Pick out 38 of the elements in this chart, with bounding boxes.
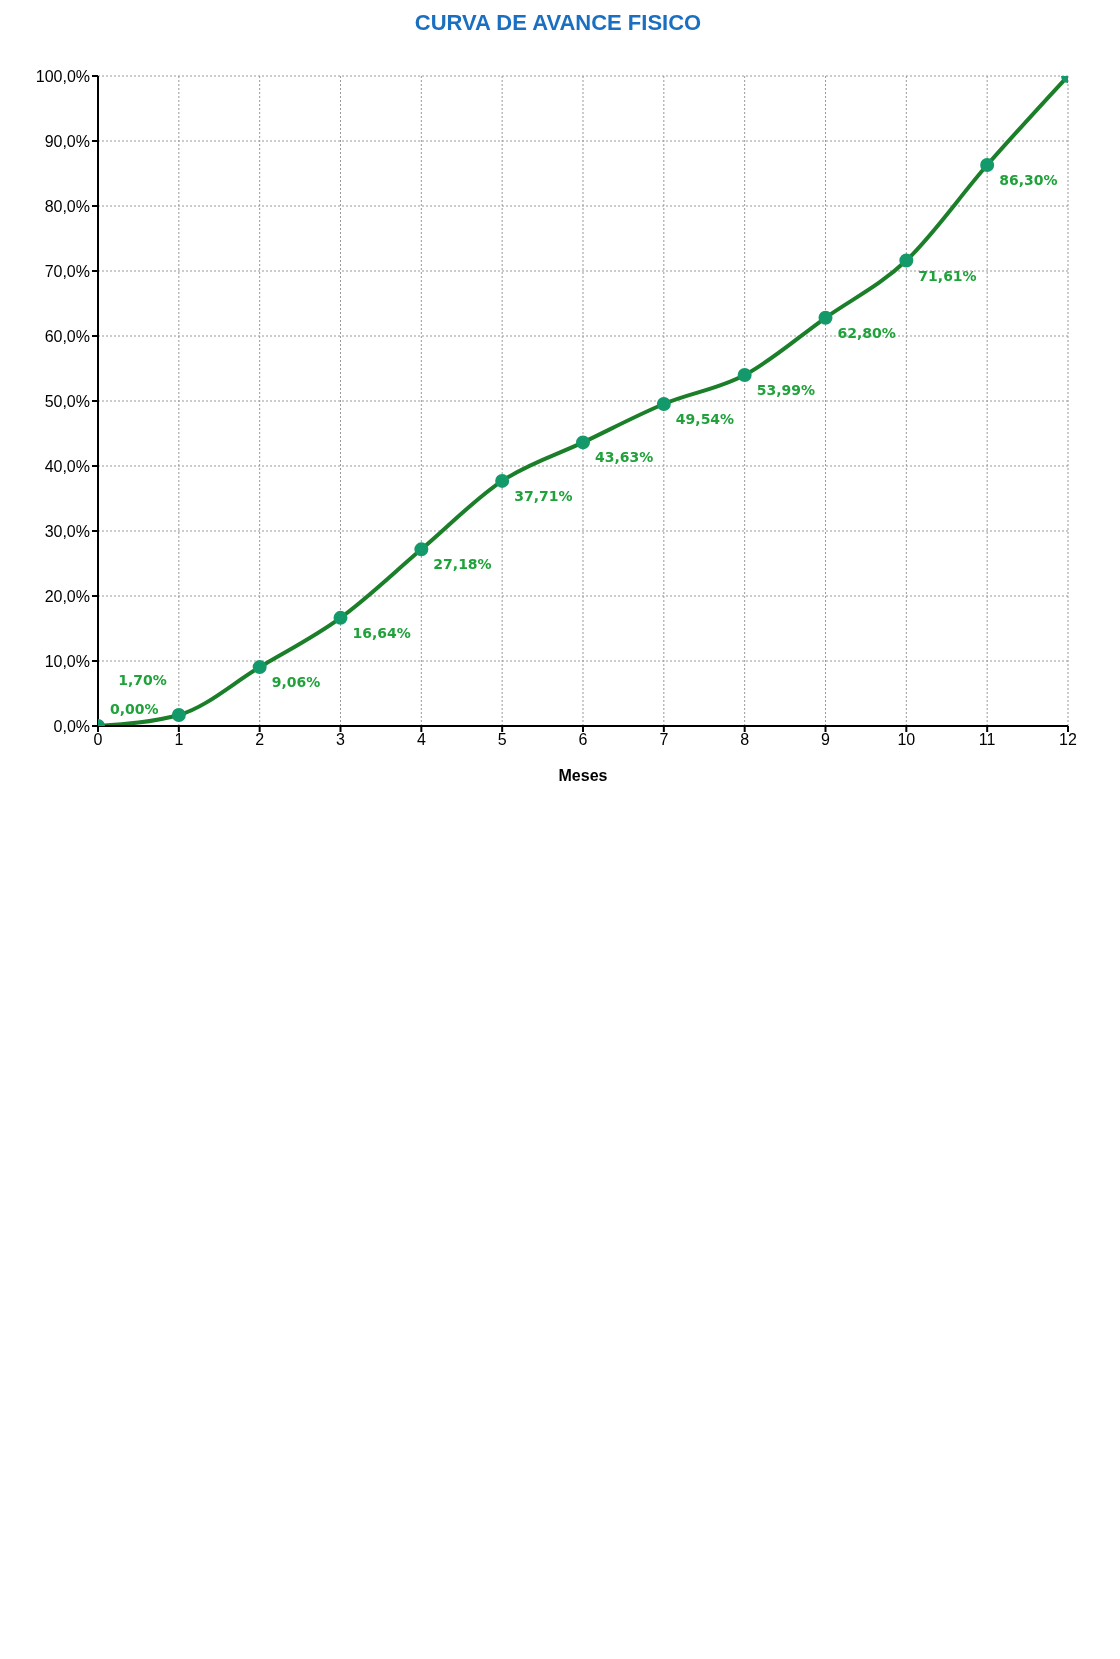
y-tick-label: 70,0% <box>44 262 90 280</box>
x-tick-label: 10 <box>897 731 916 749</box>
x-tick-label: 1 <box>174 731 184 749</box>
x-tick-label: 9 <box>821 731 831 749</box>
data-label: 27,18% <box>433 556 492 573</box>
x-tick-label: 3 <box>336 731 346 749</box>
y-tick-label: 20,0% <box>44 587 90 605</box>
y-tick-label: 10,0% <box>44 652 90 670</box>
y-tick-label: 90,0% <box>44 132 90 150</box>
x-tick-label: 7 <box>659 731 669 749</box>
data-label: 0,00% <box>110 701 159 717</box>
data-label: 37,71% <box>514 487 573 504</box>
data-label: 16,64% <box>352 624 411 641</box>
y-tick-label: 50,0% <box>44 392 90 410</box>
data-label: 62,80% <box>837 324 896 341</box>
y-tick-label: 60,0% <box>44 327 90 345</box>
y-tick-label: 0,0% <box>53 717 90 735</box>
x-tick-label: 11 <box>978 731 996 749</box>
x-axis-title: Meses <box>558 767 608 784</box>
y-tick-label: 100,0% <box>35 67 90 85</box>
y-tick-label: 40,0% <box>44 457 90 475</box>
data-label: 1,70% <box>118 671 167 688</box>
data-label: 71,61% <box>918 267 977 284</box>
data-label: 86,30% <box>999 172 1058 189</box>
data-label: 49,54% <box>675 410 735 427</box>
x-tick-label: 4 <box>416 731 426 749</box>
x-tick-label: 12 <box>1059 731 1077 749</box>
x-tick-label: 0 <box>93 731 103 749</box>
x-tick-label: 6 <box>578 731 588 749</box>
y-tick-label: 80,0% <box>44 197 90 215</box>
data-label: 53,99% <box>756 382 815 399</box>
data-label: 9,06% <box>271 674 321 691</box>
y-tick-label: 30,0% <box>44 522 90 540</box>
x-tick-label: 2 <box>255 731 265 749</box>
x-tick-label: 5 <box>497 731 507 749</box>
data-label: 43,63% <box>595 449 654 466</box>
x-tick-label: 8 <box>740 731 750 749</box>
chart-title: CURVA DE AVANCE FISICO <box>413 10 703 36</box>
